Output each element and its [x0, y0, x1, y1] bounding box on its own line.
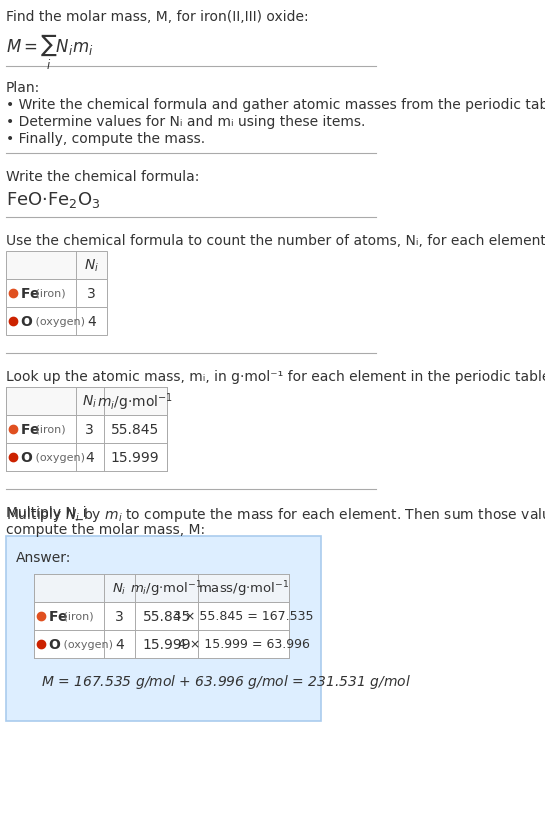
Text: 15.999: 15.999	[111, 450, 160, 464]
Text: 3 × 55.845 = 167.535: 3 × 55.845 = 167.535	[173, 610, 314, 622]
FancyBboxPatch shape	[5, 443, 167, 472]
Text: $M$ = 167.535 g/mol + 63.996 g/mol = 231.531 g/mol: $M$ = 167.535 g/mol + 63.996 g/mol = 231…	[41, 672, 410, 690]
FancyBboxPatch shape	[34, 574, 289, 602]
FancyBboxPatch shape	[5, 415, 167, 443]
Text: $\mathbf{Fe}$: $\mathbf{Fe}$	[20, 287, 40, 301]
Text: 55.845: 55.845	[111, 423, 159, 437]
Text: $\mathbf{O}$: $\mathbf{O}$	[20, 450, 33, 464]
Text: Multiply N_i: Multiply N_i	[5, 505, 86, 519]
Text: $N_i$: $N_i$	[82, 393, 97, 410]
FancyBboxPatch shape	[34, 631, 289, 658]
Text: (oxygen): (oxygen)	[32, 317, 85, 327]
Text: $\mathbf{Fe}$: $\mathbf{Fe}$	[47, 609, 68, 623]
Text: (oxygen): (oxygen)	[60, 639, 113, 649]
FancyBboxPatch shape	[5, 279, 107, 308]
Text: 55.845: 55.845	[143, 609, 191, 623]
Text: • Determine values for Nᵢ and mᵢ using these items.: • Determine values for Nᵢ and mᵢ using t…	[5, 115, 365, 129]
Text: Look up the atomic mass, mᵢ, in g·mol⁻¹ for each element in the periodic table:: Look up the atomic mass, mᵢ, in g·mol⁻¹ …	[5, 369, 545, 383]
Text: 15.999: 15.999	[142, 637, 191, 651]
Text: Write the chemical formula:: Write the chemical formula:	[5, 170, 199, 183]
Text: 3: 3	[85, 423, 94, 437]
Text: Answer:: Answer:	[15, 550, 71, 564]
Text: Multiply $N_i$ by $m_i$ to compute the mass for each element. Then sum those val: Multiply $N_i$ by $m_i$ to compute the m…	[5, 505, 545, 523]
Text: $\mathbf{O}$: $\mathbf{O}$	[20, 314, 33, 328]
FancyBboxPatch shape	[5, 251, 107, 279]
Text: Plan:: Plan:	[5, 81, 40, 95]
Text: 4 × 15.999 = 63.996: 4 × 15.999 = 63.996	[178, 638, 310, 651]
FancyBboxPatch shape	[5, 387, 167, 415]
Text: (iron): (iron)	[60, 611, 94, 622]
FancyBboxPatch shape	[5, 536, 321, 721]
Text: • Finally, compute the mass.: • Finally, compute the mass.	[5, 132, 205, 146]
FancyBboxPatch shape	[34, 602, 289, 631]
Text: $\mathrm{mass/g{\cdot}mol^{-1}}$: $\mathrm{mass/g{\cdot}mol^{-1}}$	[198, 578, 289, 598]
Text: • Write the chemical formula and gather atomic masses from the periodic table.: • Write the chemical formula and gather …	[5, 98, 545, 112]
FancyBboxPatch shape	[5, 308, 107, 336]
Text: $\mathrm{FeO{\cdot}Fe_2O_3}$: $\mathrm{FeO{\cdot}Fe_2O_3}$	[5, 190, 100, 210]
Text: (iron): (iron)	[32, 288, 66, 299]
Text: 3: 3	[87, 287, 96, 301]
Text: Find the molar mass, M, for iron(II,III) oxide:: Find the molar mass, M, for iron(II,III)…	[5, 10, 308, 24]
Text: Use the chemical formula to count the number of atoms, Nᵢ, for each element:: Use the chemical formula to count the nu…	[5, 233, 545, 247]
Text: $m_i/\mathrm{g{\cdot}mol^{-1}}$: $m_i/\mathrm{g{\cdot}mol^{-1}}$	[130, 578, 203, 598]
Text: $N_i$: $N_i$	[112, 581, 126, 596]
Text: 3: 3	[115, 609, 124, 623]
Text: 4: 4	[87, 314, 96, 328]
Text: compute the molar mass, M:: compute the molar mass, M:	[5, 523, 205, 536]
Text: 4: 4	[115, 637, 124, 651]
Text: (iron): (iron)	[32, 424, 66, 434]
Text: $m_i/\mathrm{g{\cdot}mol^{-1}}$: $m_i/\mathrm{g{\cdot}mol^{-1}}$	[97, 391, 173, 412]
Text: 4: 4	[85, 450, 94, 464]
Text: $\mathbf{Fe}$: $\mathbf{Fe}$	[20, 423, 40, 437]
Text: (oxygen): (oxygen)	[32, 452, 85, 463]
Text: $M = \sum_i N_i m_i$: $M = \sum_i N_i m_i$	[5, 32, 93, 72]
Text: $N_i$: $N_i$	[84, 257, 99, 274]
Text: $\mathbf{O}$: $\mathbf{O}$	[47, 637, 60, 651]
